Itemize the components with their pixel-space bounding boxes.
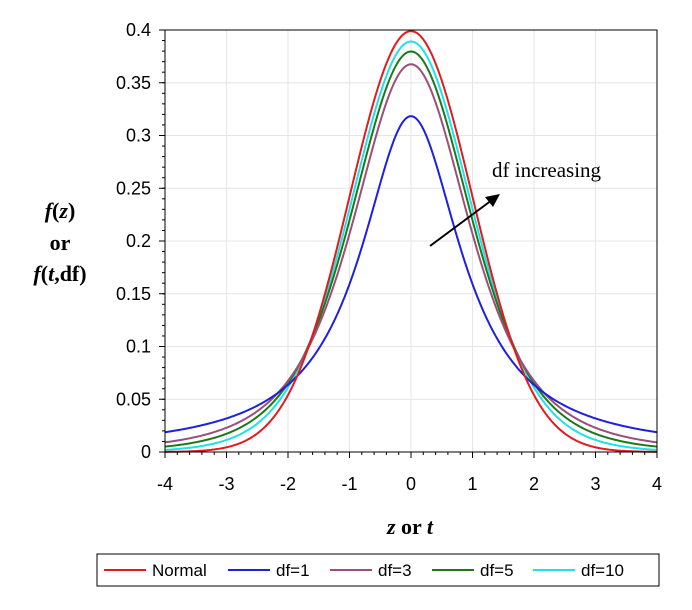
x-tick-label: -3 bbox=[218, 474, 234, 494]
legend-label-df-10: df=10 bbox=[581, 561, 624, 580]
legend-label-normal: Normal bbox=[152, 561, 207, 580]
y-tick-label: 0.05 bbox=[116, 389, 151, 409]
x-tick-label: 3 bbox=[590, 474, 600, 494]
x-tick-label: -1 bbox=[341, 474, 357, 494]
legend-label-df-5: df=5 bbox=[480, 561, 514, 580]
series-group bbox=[164, 30, 658, 453]
y-tick-label: 0.35 bbox=[116, 73, 151, 93]
y-tick-label: 0 bbox=[141, 442, 151, 462]
series-line-df-3 bbox=[164, 63, 658, 444]
x-tick-label: -2 bbox=[280, 474, 296, 494]
y-axis-title-line-1: f(z) bbox=[45, 198, 76, 223]
tick-labels: -4 -3 -2 -1 0 1 2 3 4 0 0.05 0.1 0.15 0.2 0.25 0.3 0.35 0… bbox=[116, 20, 662, 494]
x-tick-label: 2 bbox=[529, 474, 539, 494]
series-line-df-5 bbox=[164, 50, 658, 448]
y-tick-label: 0.3 bbox=[126, 126, 151, 146]
x-tick-label: 1 bbox=[467, 474, 477, 494]
legend: Normal df=1 df=3 df=5 df=10 bbox=[104, 561, 624, 580]
series-line-df-1 bbox=[164, 115, 658, 434]
y-tick-label: 0.15 bbox=[116, 284, 151, 304]
y-tick-label: 0.4 bbox=[126, 20, 151, 40]
annotation-arrowhead bbox=[485, 194, 500, 207]
y-tick-label: 0.2 bbox=[126, 231, 151, 251]
y-tick-label: 0.1 bbox=[126, 337, 151, 357]
legend-label-df-3: df=3 bbox=[378, 561, 412, 580]
y-tick-label: 0.25 bbox=[116, 178, 151, 198]
annotation-df-increasing: df increasing bbox=[492, 158, 602, 182]
grid bbox=[164, 29, 658, 453]
x-tick-label: 4 bbox=[652, 474, 662, 494]
x-tick-label: 0 bbox=[406, 474, 416, 494]
series-line-normal bbox=[164, 30, 658, 453]
legend-label-df-1: df=1 bbox=[276, 561, 310, 580]
series-line-df-10 bbox=[164, 40, 658, 451]
y-axis-title-line-2: or bbox=[50, 230, 71, 255]
ticks bbox=[159, 29, 658, 458]
y-axis-title-line-3: f(t,df) bbox=[33, 261, 86, 286]
annotation-arrow bbox=[429, 199, 493, 247]
x-axis-title: z or t bbox=[386, 514, 434, 539]
x-tick-label: -4 bbox=[157, 474, 173, 494]
